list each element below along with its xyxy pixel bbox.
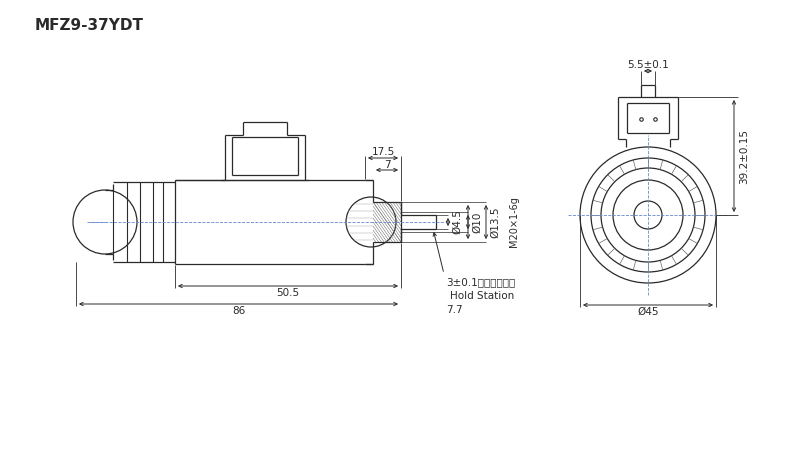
Text: M20×1-6g: M20×1-6g: [509, 196, 519, 247]
Text: Ø10: Ø10: [472, 212, 482, 233]
Text: 50.5: 50.5: [277, 288, 299, 298]
Text: 5.5±0.1: 5.5±0.1: [627, 60, 669, 70]
Text: MFZ9-37YDT: MFZ9-37YDT: [35, 18, 144, 33]
Text: 17.5: 17.5: [371, 147, 394, 157]
Text: Ø4.5: Ø4.5: [452, 210, 462, 235]
Text: Ø45: Ø45: [638, 307, 658, 317]
Text: 86: 86: [232, 306, 245, 316]
Text: Ø13.5: Ø13.5: [490, 206, 500, 238]
Text: 3±0.1（吸合位置）: 3±0.1（吸合位置）: [446, 277, 515, 287]
Text: Hold Station: Hold Station: [450, 291, 514, 301]
Text: 39.2±0.15: 39.2±0.15: [739, 128, 749, 183]
Text: 7: 7: [384, 160, 390, 170]
Text: 7.7: 7.7: [446, 305, 462, 315]
